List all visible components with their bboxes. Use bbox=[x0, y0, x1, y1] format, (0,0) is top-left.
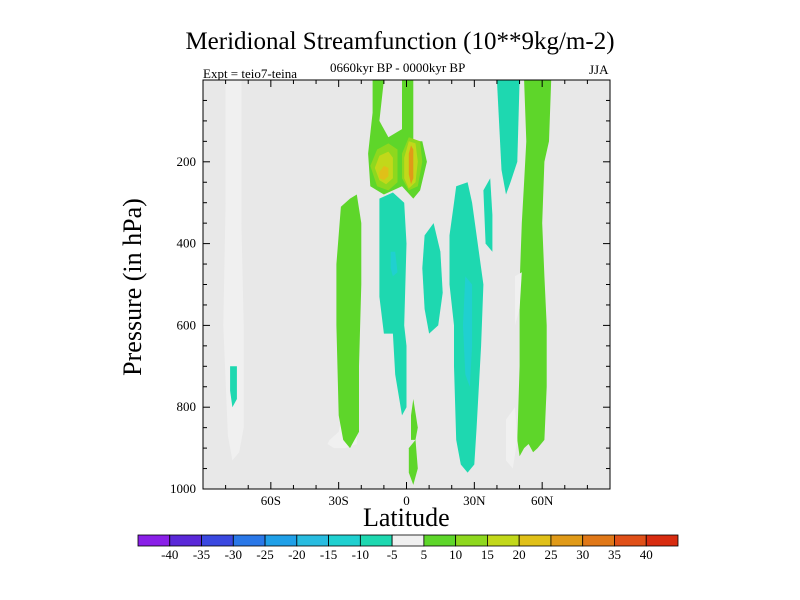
colorbar-label: -35 bbox=[193, 547, 210, 562]
colorbar-swatch bbox=[645, 534, 679, 547]
colorbar-label: 40 bbox=[640, 547, 653, 562]
contour-region-9 bbox=[379, 165, 389, 181]
colorbar-label: -25 bbox=[256, 547, 273, 562]
colorbar-label: 10 bbox=[449, 547, 462, 562]
x-tick-label: 30N bbox=[463, 493, 486, 508]
contour-region-22 bbox=[506, 407, 518, 469]
contour-region-12 bbox=[390, 251, 398, 277]
colorbar-swatch bbox=[137, 534, 171, 547]
x-axis-label: Latitude bbox=[363, 503, 450, 532]
contour-region-13 bbox=[411, 399, 418, 440]
contour-region-19 bbox=[496, 80, 520, 195]
x-tick-label: 0 bbox=[403, 493, 410, 508]
x-tick-label: 60N bbox=[531, 493, 554, 508]
contour-region-0 bbox=[223, 80, 244, 461]
colorbar-label: -5 bbox=[387, 547, 398, 562]
colorbar-label: -15 bbox=[320, 547, 337, 562]
colorbar-swatch bbox=[487, 534, 520, 547]
colorbar-swatch bbox=[328, 534, 361, 547]
season-label: JJA bbox=[589, 62, 609, 77]
contour-regions bbox=[223, 80, 552, 485]
contour-region-21 bbox=[515, 272, 522, 326]
colorbar-label: -30 bbox=[225, 547, 242, 562]
colorbar-swatch bbox=[391, 534, 425, 547]
y-tick-label: 1000 bbox=[170, 481, 196, 496]
colorbar-label: 5 bbox=[421, 547, 428, 562]
experiment-label: Expt = teio7-teina bbox=[203, 66, 297, 81]
colorbar-swatch bbox=[614, 534, 647, 547]
contour-region-17 bbox=[463, 276, 473, 387]
colorbar-label: 30 bbox=[576, 547, 589, 562]
colorbar-swatch bbox=[201, 534, 234, 547]
y-tick-label: 400 bbox=[177, 236, 197, 251]
colorbar-swatch bbox=[582, 534, 615, 547]
contour-region-20 bbox=[517, 80, 552, 457]
colorbar-swatch bbox=[550, 534, 584, 547]
colorbar-label: 25 bbox=[544, 547, 557, 562]
colorbar-swatch bbox=[518, 534, 552, 547]
chart-title: Meridional Streamfunction (10**9kg/m-2) bbox=[185, 28, 615, 55]
colorbar-label: 20 bbox=[513, 547, 526, 562]
colorbar-swatch bbox=[264, 534, 298, 547]
colorbar-swatch bbox=[169, 534, 202, 547]
colorbar-swatch bbox=[296, 534, 329, 547]
colorbar-label: 15 bbox=[481, 547, 494, 562]
colorbar-label: -10 bbox=[352, 547, 369, 562]
contour-region-18 bbox=[483, 178, 493, 252]
colorbar-label: 35 bbox=[608, 547, 621, 562]
contour-region-10 bbox=[408, 145, 414, 185]
x-tick-label: 30S bbox=[329, 493, 349, 508]
colorbar-label: -20 bbox=[288, 547, 305, 562]
y-tick-label: 200 bbox=[177, 154, 197, 169]
contour-region-3 bbox=[336, 194, 362, 449]
y-tick-label: 600 bbox=[177, 317, 197, 332]
contour-region-11 bbox=[379, 192, 407, 416]
colorbar-label: -40 bbox=[161, 547, 178, 562]
colorbar-swatch bbox=[359, 534, 393, 547]
x-tick-label: 60S bbox=[261, 493, 281, 508]
contour-region-15 bbox=[422, 223, 443, 334]
colorbar-swatch bbox=[423, 534, 457, 547]
colorbar-swatch bbox=[232, 534, 266, 547]
contour-region-14 bbox=[408, 439, 418, 485]
colorbar-swatch bbox=[455, 534, 488, 547]
contour-region-1 bbox=[230, 366, 237, 408]
y-tick-label: 800 bbox=[177, 399, 197, 414]
period-label: 0660kyr BP - 0000kyr BP bbox=[330, 60, 466, 75]
